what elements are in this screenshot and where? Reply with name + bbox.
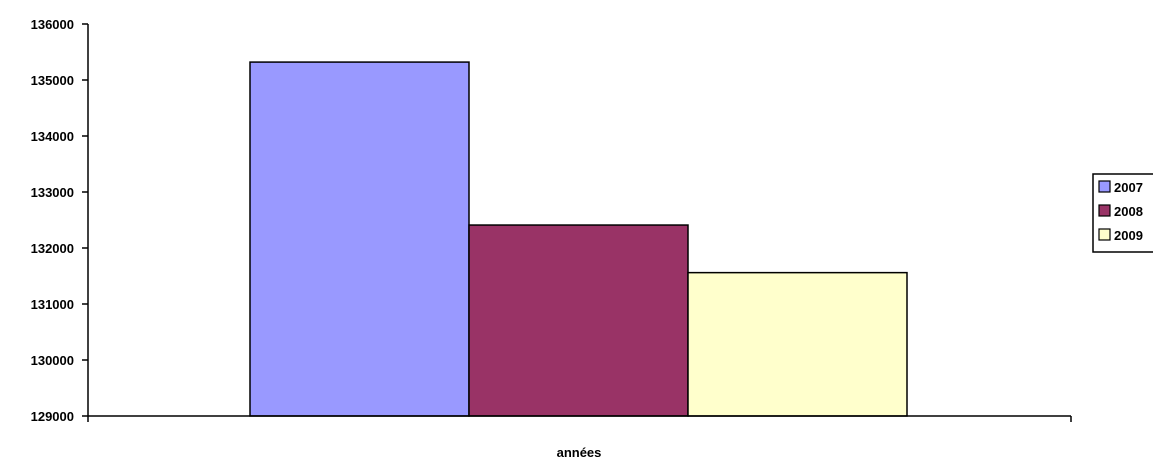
bars-layer	[249, 61, 908, 417]
y-ticks: 129000 130000 131000 132000 133000 134000 1350…	[31, 17, 88, 424]
legend-swatch-2009	[1098, 228, 1111, 241]
bar-2007	[249, 61, 470, 417]
y-tick-label: 131000	[31, 297, 74, 312]
x-axis-label: années	[557, 445, 602, 460]
legend-swatch-2008	[1098, 204, 1111, 217]
legend-label-2009: 2009	[1114, 228, 1143, 243]
legend-label-2008: 2008	[1114, 204, 1143, 219]
bar-2009	[687, 271, 908, 417]
y-tick-label: 136000	[31, 17, 74, 32]
y-tick-label: 135000	[31, 73, 74, 88]
y-tick-label: 133000	[31, 185, 74, 200]
legend-swatch-2007	[1098, 180, 1111, 193]
legend-label-2007: 2007	[1114, 180, 1143, 195]
legend: 2007 2008 2009	[1092, 173, 1153, 253]
y-tick-label: 129000	[31, 409, 74, 424]
y-tick-label: 134000	[31, 129, 74, 144]
axes-layer	[87, 24, 1072, 422]
y-tick-label: 130000	[31, 353, 74, 368]
y-tick-label: 132000	[31, 241, 74, 256]
bar-2008	[468, 224, 689, 417]
